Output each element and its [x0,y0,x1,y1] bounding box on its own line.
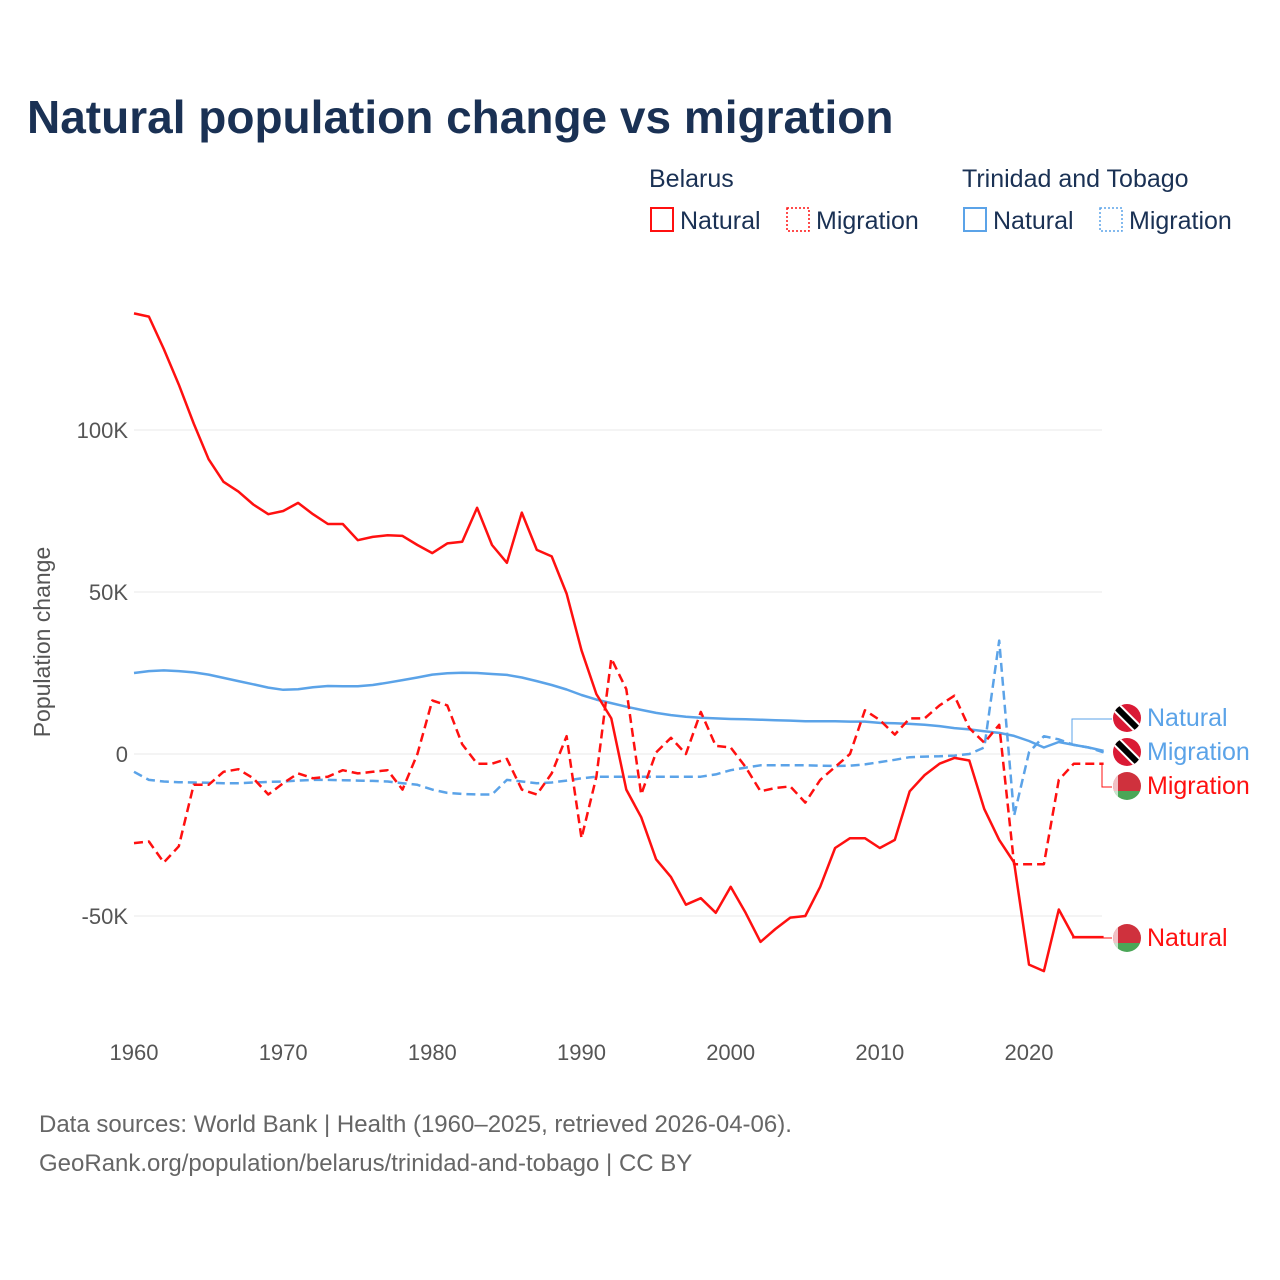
legend-swatch-trinidad-natural [963,207,987,232]
x-tick-label: 2000 [706,1040,755,1065]
x-tick-label: 1990 [557,1040,606,1065]
series-lines [133,312,1104,973]
belarus-flag-icon [1113,924,1141,952]
end-label-trinidad-migration: Migration [1147,738,1250,766]
x-tick-label: 1980 [408,1040,457,1065]
legend-group-belarus: Belarus [649,165,734,193]
y-tick-label: 0 [116,742,128,767]
end-label-trinidad-natural: Natural [1147,704,1228,732]
legend-swatch-belarus-natural [650,207,674,232]
x-axis: 1960 1970 1980 1990 2000 2010 2020 [110,1040,1054,1065]
legend: Belarus Natural Migration Trinidad and T… [649,165,1232,235]
source-url[interactable]: GeoRank.org/population/belarus/trinidad-… [39,1150,692,1177]
y-tick-label: -50K [82,904,129,929]
legend-swatch-belarus-migration [786,207,810,232]
end-label-belarus-natural: Natural [1147,924,1228,952]
belarus-flag-icon [1113,772,1141,800]
series-line-trinidad-and-tobago-migration [133,639,1104,817]
series-line-trinidad-and-tobago-natural [133,669,1104,753]
x-tick-label: 1960 [110,1040,159,1065]
legend-swatch-trinidad-migration [1099,207,1123,232]
grid [134,429,1102,917]
series-line-belarus-migration [133,657,1104,866]
trinidad-flag-icon [1113,738,1141,766]
x-tick-label: 2010 [855,1040,904,1065]
legend-item-belarus-natural[interactable]: Natural [680,207,761,235]
legend-item-belarus-migration[interactable]: Migration [816,207,919,235]
legend-group-trinidad: Trinidad and Tobago [962,165,1189,193]
y-tick-label: 50K [89,580,128,605]
end-label-belarus-migration: Migration [1147,772,1250,800]
legend-item-trinidad-migration[interactable]: Migration [1129,207,1232,235]
x-tick-label: 1970 [259,1040,308,1065]
source-note: Data sources: World Bank | Health (1960–… [39,1111,792,1138]
legend-item-trinidad-natural[interactable]: Natural [993,207,1074,235]
y-axis-label: Population change [29,547,55,738]
connector-trinidad-natural [1071,718,1112,745]
x-tick-label: 2020 [1005,1040,1054,1065]
chart-title: Natural population change vs migration [27,91,893,143]
y-tick-label: 100K [77,418,129,443]
trinidad-flag-icon [1113,704,1141,732]
y-axis: -50K 0 50K 100K [77,418,129,929]
connector-belarus-migration [1101,764,1112,788]
end-labels: Natural Migration Migration Nat [1071,704,1250,952]
series-line-belarus-natural [133,312,1104,973]
